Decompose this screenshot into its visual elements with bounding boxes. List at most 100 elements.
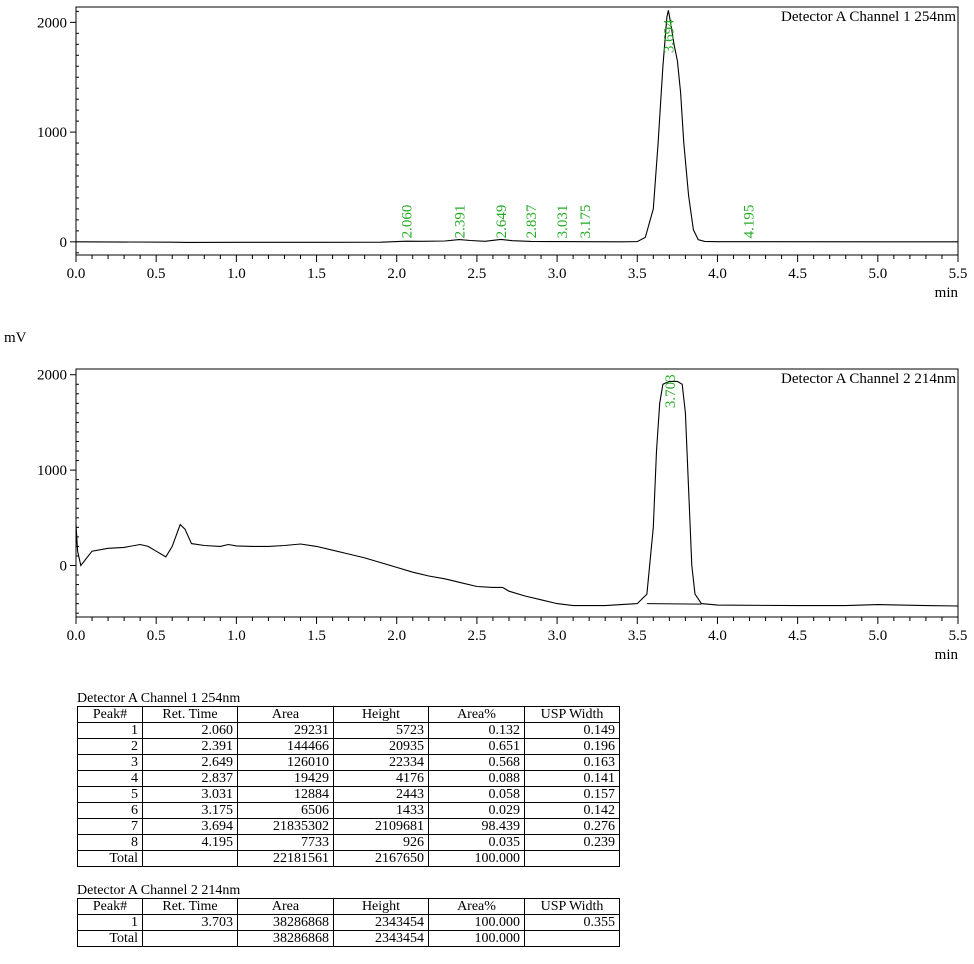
column-header: Peak# [77,898,143,915]
legend-label: Detector A Channel 1 254nm [781,9,956,25]
legend-label: Detector A Channel 2 214nm [781,371,956,387]
table-cell: 20935 [333,738,429,755]
results-table-channel-2-block: Detector A Channel 2 214nm Peak# Ret. Tim… [77,884,620,947]
table-cell: 926 [333,834,429,851]
column-header: Height [333,898,429,915]
x-tick-label: 1.5 [307,266,326,282]
column-header: USP Width [524,706,620,723]
x-tick-label: 0.0 [67,628,86,644]
table-cell: 100.000 [428,914,525,931]
peak-label: 2.391 [452,205,468,239]
y-tick-label: 0 [60,558,68,574]
column-header: Ret. Time [142,898,238,915]
x-tick-label: 3.5 [628,266,647,282]
table-cell: 38286868 [237,914,334,931]
peak-label: 3.031 [555,205,571,239]
table-row: 8 4.195 7733 926 0.035 0.239 [77,834,620,851]
table-cell: 8 [77,834,143,851]
table-cell: 0.276 [524,818,620,835]
table-cell: 0.029 [428,802,525,819]
chart-channel-1: 0 1000 2000 0.0 0.5 1.0 1.5 2.0 2.5 3.0 3.5 4.0 4.5 5… [37,6,968,301]
table-cell: Total [77,930,143,947]
table-row: 1 2.060 29231 5723 0.132 0.149 [77,722,620,739]
table-cell: 1433 [333,802,429,819]
x-tick-label: 0.0 [67,266,86,282]
table-cell [524,930,620,947]
table-cell: 1 [77,914,143,931]
table-cell: 2343454 [333,930,429,947]
x-tick-label: 5.5 [949,628,968,644]
table-cell: 0.149 [524,722,620,739]
x-tick-label: 2.0 [387,266,406,282]
peak-label: 2.060 [399,205,415,239]
table-cell: 0.142 [524,802,620,819]
results-table-channel-1: Peak# Ret. Time Area Height Area% USP Width 1 2… [77,706,620,867]
table-cell: 0.651 [428,738,525,755]
table-row: 6 3.175 6506 1433 0.029 0.142 [77,802,620,819]
results-table-channel-1-block: Detector A Channel 1 254nm Peak# Ret. Tim… [77,692,620,867]
table-cell: 4 [77,770,143,787]
table-cell: 2443 [333,786,429,803]
x-tick-label: 0.5 [147,628,166,644]
results-table-channel-2: Peak# Ret. Time Area Height Area% USP Width 1 3… [77,898,620,947]
table-header-row: Peak# Ret. Time Area Height Area% USP Width [77,898,620,915]
table-cell: 2.391 [142,738,238,755]
x-tick-label: 2.5 [468,628,487,644]
table-row: 4 2.837 19429 4176 0.088 0.141 [77,770,620,787]
y-tick-label: 2000 [37,15,67,31]
table-cell: 19429 [237,770,334,787]
x-tick-label: 1.0 [227,266,246,282]
column-header: Area% [428,898,525,915]
table-cell: 0.239 [524,834,620,851]
column-header: USP Width [524,898,620,915]
table-cell [524,850,620,867]
peak-label: 4.195 [742,205,758,239]
table-cell: 0.088 [428,770,525,787]
table-cell: Total [77,850,143,867]
x-tick-label: 5.0 [868,628,887,644]
table-row: 1 3.703 38286868 2343454 100.000 0.355 [77,914,620,931]
x-tick-label: 3.0 [548,266,567,282]
x-tick-label: 2.0 [387,628,406,644]
table-cell: 0.132 [428,722,525,739]
x-tick-label: 4.0 [708,266,727,282]
column-header: Area% [428,706,525,723]
table-cell: 2.837 [142,770,238,787]
table-cell: 4176 [333,770,429,787]
column-header: Height [333,706,429,723]
x-axis-label: min [935,647,959,663]
column-header: Area [237,898,334,915]
x-tick-label: 4.5 [788,628,807,644]
table-cell: 5 [77,786,143,803]
chromatogram-trace [75,10,958,243]
table-row: 3 2.649 126010 22334 0.568 0.163 [77,754,620,771]
table-cell: 100.000 [428,930,525,947]
y-tick-label: 1000 [37,125,67,141]
x-tick-label: 4.5 [788,266,807,282]
table-cell: 0.163 [524,754,620,771]
y-unit-label: mV [4,330,27,346]
table-cell: 0.568 [428,754,525,771]
table-cell: 2 [77,738,143,755]
table-total-row: Total 22181561 2167650 100.000 [77,850,620,867]
column-header: Area [237,706,334,723]
table-cell: 126010 [237,754,334,771]
table-cell: 29231 [237,722,334,739]
x-axis-label: min [935,285,959,301]
peak-label: 2.649 [494,205,510,239]
table-cell: 0.196 [524,738,620,755]
table-cell: 3 [77,754,143,771]
peak-label: 3.694 [661,19,677,53]
peak-label: 3.703 [663,374,679,408]
x-tick-label: 0.5 [147,266,166,282]
table-cell: 3.031 [142,786,238,803]
table-row: 5 3.031 12884 2443 0.058 0.157 [77,786,620,803]
table-title: Detector A Channel 2 214nm [77,883,241,898]
table-cell: 144466 [237,738,334,755]
table-cell: 3.694 [142,818,238,835]
table-cell: 3.175 [142,802,238,819]
table-cell: 0.035 [428,834,525,851]
x-tick-label: 5.5 [949,266,968,282]
table-cell: 22181561 [237,850,334,867]
table-cell: 5723 [333,722,429,739]
